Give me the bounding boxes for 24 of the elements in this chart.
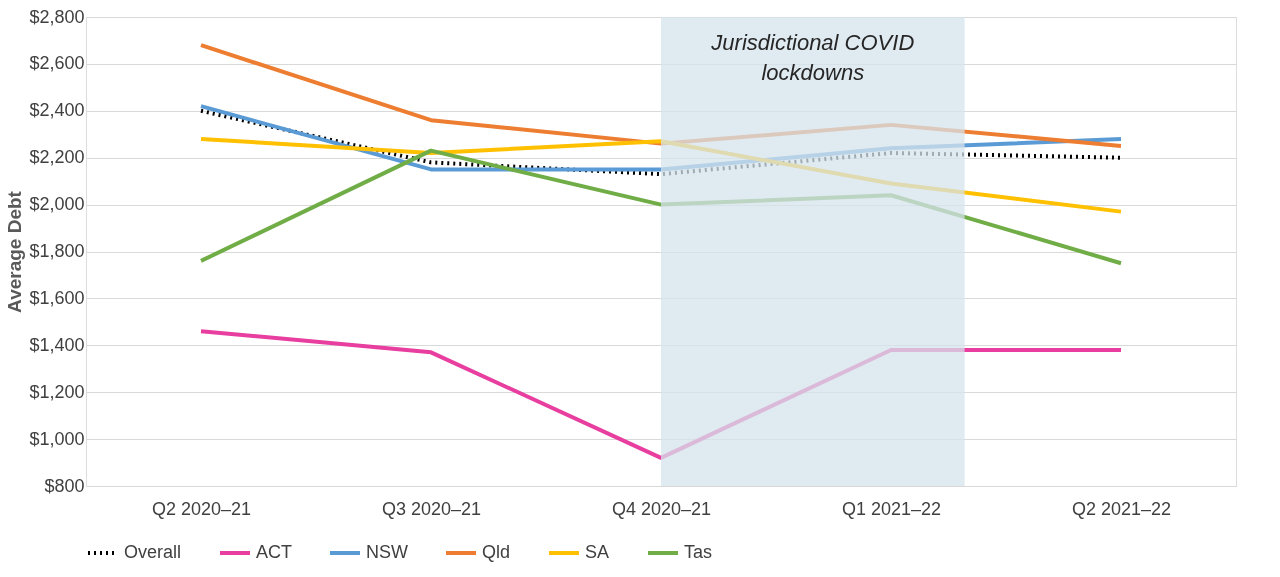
x-tick-label: Q4 2020–21: [611, 498, 712, 519]
y-axis-title: Average Debt: [4, 190, 26, 313]
x-tick-label: Q1 2021–22: [841, 498, 942, 519]
legend-label: ACT: [256, 542, 292, 562]
y-tick-label: $2,800: [29, 6, 85, 27]
y-tick-label: $1,400: [29, 334, 85, 355]
legend-label: Qld: [482, 542, 511, 562]
y-tick-label: $2,400: [29, 100, 85, 121]
y-tick-label: $1,000: [29, 428, 85, 449]
y-tick-label: $2,600: [29, 53, 85, 74]
legend-label: SA: [585, 542, 610, 562]
y-tick-label: $800: [44, 475, 85, 496]
y-tick-label: $2,000: [29, 194, 85, 215]
band-label: Jurisdictional COVID lockdowns: [710, 30, 915, 85]
x-tick-label: Q2 2021–22: [1071, 498, 1172, 519]
legend-label: Tas: [684, 542, 713, 562]
x-tick-label: Q2 2020–21: [151, 498, 252, 519]
legend-label: Overall: [124, 542, 182, 562]
y-tick-label: $2,200: [29, 147, 85, 168]
y-tick-label: $1,800: [29, 241, 85, 261]
legend-label: NSW: [366, 542, 408, 562]
y-tick-label: $1,600: [29, 287, 85, 308]
x-tick-label: Q3 2020–21: [381, 498, 482, 519]
y-tick-label: $1,200: [29, 381, 85, 402]
